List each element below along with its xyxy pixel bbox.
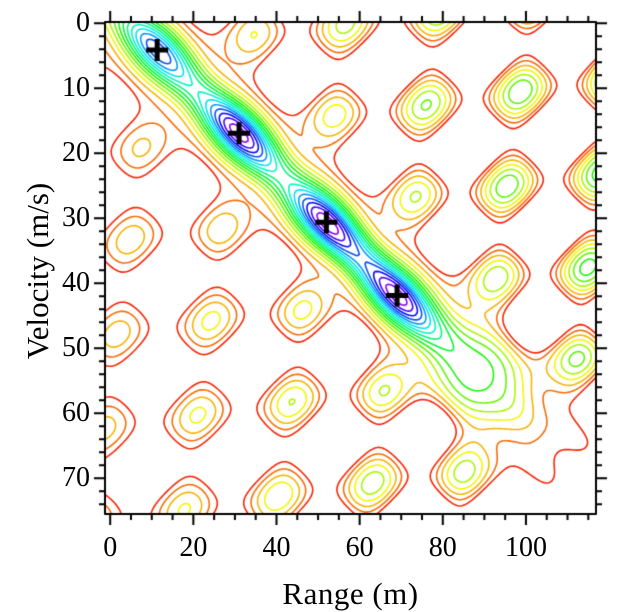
x-tick-label: 20 [179,532,208,563]
y-tick-label: 40 [62,267,90,299]
y-tick-label: 50 [62,332,90,364]
x-tick-label: 40 [262,532,291,563]
x-tick-label: 100 [504,532,547,563]
y-tick-label: 20 [62,137,90,169]
y-tick-label: 0 [76,7,90,39]
y-tick-label: 60 [62,397,90,429]
x-tick-label: 80 [428,532,457,563]
y-tick-label: 70 [62,462,90,494]
x-axis-title: Range (m) [282,576,419,611]
y-tick-label: 10 [62,72,90,104]
y-tick-label: 30 [62,202,90,234]
x-tick-label: 60 [345,532,374,563]
x-tick-label: 0 [103,532,118,563]
